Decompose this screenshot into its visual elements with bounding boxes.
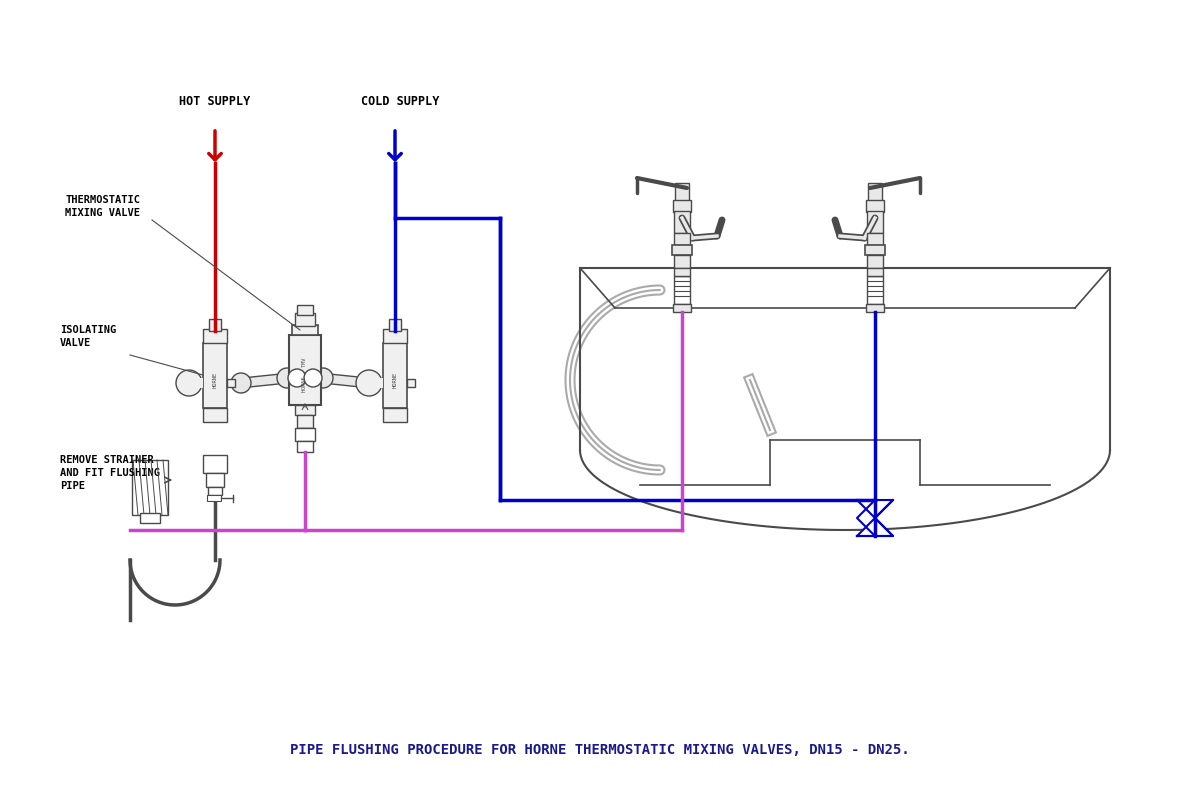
- Bar: [866, 304, 884, 312]
- Bar: [292, 325, 318, 335]
- Circle shape: [356, 370, 382, 396]
- Bar: [298, 305, 313, 315]
- Bar: [132, 460, 168, 515]
- Bar: [370, 378, 383, 388]
- Bar: [295, 428, 314, 441]
- Bar: [673, 304, 691, 312]
- Polygon shape: [857, 518, 893, 536]
- Bar: [383, 342, 407, 407]
- Text: HORNE: HORNE: [392, 372, 397, 388]
- Bar: [295, 313, 314, 326]
- Bar: [866, 255, 883, 268]
- Bar: [295, 405, 314, 415]
- Circle shape: [277, 368, 298, 388]
- Bar: [865, 245, 886, 255]
- Bar: [140, 513, 160, 523]
- Bar: [298, 415, 313, 428]
- Bar: [866, 200, 884, 212]
- Bar: [203, 407, 227, 422]
- Bar: [866, 268, 883, 276]
- Bar: [674, 233, 690, 245]
- Bar: [203, 329, 227, 342]
- Bar: [203, 455, 227, 473]
- Text: PIPE FLUSHING PROCEDURE FOR HORNE THERMOSTATIC MIXING VALVES, DN15 - DN25.: PIPE FLUSHING PROCEDURE FOR HORNE THERMO…: [290, 743, 910, 757]
- Text: THERMOSTATIC
MIXING VALVE: THERMOSTATIC MIXING VALVE: [65, 195, 140, 218]
- Bar: [209, 318, 221, 330]
- Bar: [674, 276, 690, 304]
- Text: HORNE: HORNE: [212, 372, 217, 388]
- Bar: [299, 428, 311, 438]
- Bar: [383, 407, 407, 422]
- Circle shape: [288, 369, 306, 387]
- Text: HORNE - TMV: HORNE - TMV: [302, 358, 307, 392]
- Bar: [674, 255, 690, 268]
- Bar: [866, 211, 883, 233]
- Bar: [389, 318, 401, 330]
- Bar: [208, 487, 222, 495]
- Circle shape: [313, 368, 334, 388]
- Bar: [407, 379, 415, 387]
- Bar: [203, 342, 227, 407]
- Circle shape: [359, 373, 379, 393]
- Circle shape: [230, 373, 251, 393]
- Bar: [674, 268, 690, 276]
- Bar: [227, 379, 235, 387]
- Text: REMOVE STRAINER
AND FIT FLUSHING
PIPE: REMOVE STRAINER AND FIT FLUSHING PIPE: [60, 455, 160, 491]
- Bar: [674, 183, 689, 201]
- Bar: [298, 441, 313, 452]
- Bar: [673, 200, 691, 212]
- Bar: [866, 233, 883, 245]
- Bar: [190, 378, 203, 388]
- Bar: [206, 473, 224, 487]
- Bar: [208, 495, 221, 501]
- Bar: [289, 335, 322, 405]
- Circle shape: [176, 370, 202, 396]
- Bar: [868, 183, 882, 201]
- Bar: [674, 211, 690, 233]
- Circle shape: [304, 369, 322, 387]
- Polygon shape: [857, 500, 893, 518]
- Text: COLD SUPPLY: COLD SUPPLY: [361, 95, 439, 108]
- Bar: [866, 276, 883, 304]
- Bar: [383, 329, 407, 342]
- Bar: [672, 245, 692, 255]
- Text: ISOLATING
VALVE: ISOLATING VALVE: [60, 325, 116, 348]
- Text: HOT SUPPLY: HOT SUPPLY: [179, 95, 251, 108]
